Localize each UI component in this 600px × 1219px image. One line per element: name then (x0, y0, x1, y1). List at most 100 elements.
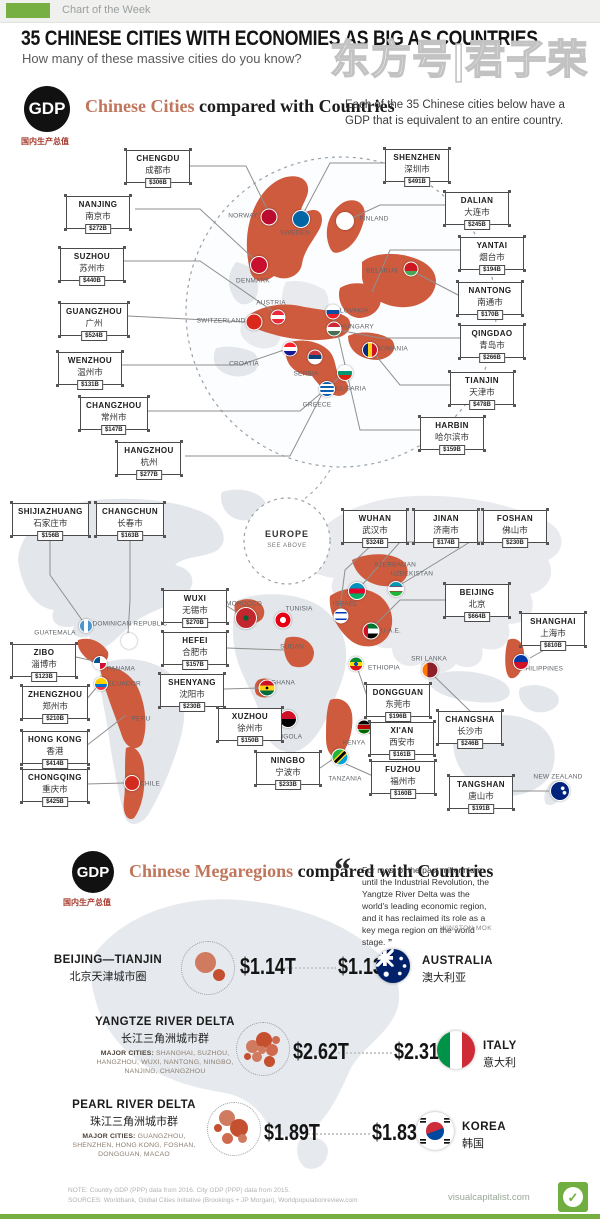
dotted-connector (338, 1052, 392, 1054)
country-label-u-a-e-: U.A.E. (381, 627, 401, 635)
city-chinese-name: 沈阳市 (179, 689, 205, 699)
city-chinese-name: 东莞市 (385, 699, 411, 709)
city-chinese-name: 徐州市 (237, 723, 263, 733)
bottom-green-bar (0, 1214, 600, 1219)
city-name: NANTONG (468, 286, 512, 295)
dotted-connector (308, 1133, 370, 1135)
connector-line (373, 599, 447, 627)
connector-line (135, 208, 255, 260)
city-box-harbin: HARBIN 哈尔滨市 $159B (418, 415, 486, 455)
city-chinese-name: 郑州市 (42, 701, 68, 711)
finland-flag-icon (336, 212, 354, 230)
city-name: JINAN (432, 514, 459, 523)
city-chinese-name: 合肥市 (182, 647, 208, 657)
city-gdp-value: $272B (85, 224, 111, 234)
page-subtitle: How many of these massive cities do you … (22, 51, 302, 66)
city-name: HEFEI (182, 636, 208, 645)
city-name: HONG KONG (28, 735, 82, 744)
israel-flag-icon (333, 608, 349, 624)
country-label-tanzania: TANZANIA (328, 775, 362, 783)
city-name: XI'AN (390, 726, 414, 735)
connector-line (85, 782, 125, 785)
country-label-tunisia: TUNISIA (285, 605, 313, 613)
city-box-qingdao: QINGDAO 青岛市 $266B (458, 323, 526, 363)
city-box-jinan: JINAN 济南市 $174B (412, 508, 480, 548)
city-name: NINGBO (270, 756, 306, 765)
city-box-hefei: HEFEI 合肥市 $157B (161, 630, 229, 670)
city-gdp-value: $230B (179, 702, 205, 712)
city-gdp-value: $491B (404, 177, 430, 187)
city-gdp-value: $246B (457, 739, 483, 749)
city-box-hongkong: HONG KONG 香港 $414B (20, 729, 90, 769)
megaregion-dots-circle (207, 1102, 261, 1156)
city-box-xian: XI'AN 西安市 $161B (368, 720, 436, 760)
guatemala-flag-icon (79, 619, 93, 633)
city-box-shenzhen: SHENZHEN 深圳市 $491B (383, 147, 451, 187)
city-box-changsha: CHANGSHA 长沙市 $246B (436, 709, 504, 749)
city-chinese-name: 佛山市 (502, 525, 528, 535)
country-label-panama: PANAMA (106, 665, 136, 673)
region-city-dot (230, 1119, 248, 1137)
city-chinese-name: 西安市 (389, 737, 415, 747)
gdp-logo-2: GDP (72, 851, 114, 893)
bulgaria-flag-icon (337, 365, 353, 381)
city-chinese-name: 石家庄市 (33, 518, 68, 528)
section1-title-em: Chinese Cities (85, 96, 195, 116)
city-box-chengdu: CHENGDU 成都市 $306B (124, 148, 192, 188)
city-chinese-name: 南通市 (477, 297, 503, 307)
city-name: BEIJING (459, 588, 495, 597)
city-chinese-name: 长春市 (117, 518, 143, 528)
section1-title: Chinese Cities compared with Countries (85, 96, 395, 117)
norway-flag-icon (260, 208, 278, 226)
megaregion-name: PEARL RIVER DELTA (72, 1099, 196, 1111)
dominican-flag-icon (121, 633, 137, 649)
visual-capitalist-logo-mark: ✓ (563, 1187, 583, 1207)
chile-flag-icon (124, 775, 140, 791)
azerbaijan-flag-icon (348, 582, 366, 600)
country-label-azerbaijan: AZERBAIJAN (373, 561, 417, 569)
country-label-greece: GREECE (302, 401, 332, 409)
city-name: GUANGZHOU (66, 307, 123, 316)
city-name: NANJING (78, 200, 118, 209)
switzerland-flag-icon (245, 313, 263, 331)
connector-line (85, 714, 127, 747)
city-name: QINGDAO (471, 329, 513, 338)
city-gdp-value: $131B (77, 380, 103, 390)
megaregion-label-pearl: PEARL RIVER DELTA 珠江三角洲城市群 MAJOR CITIES:… (64, 1099, 204, 1160)
major-cities-label: MAJOR CITIES: (100, 1050, 154, 1057)
page-title: 35 CHINESE CITIES WITH ECONOMIES AS BIG … (21, 27, 538, 50)
hungary-flag-icon (326, 321, 342, 337)
greece-flag-icon (319, 381, 335, 397)
philippines-flag-icon (513, 654, 529, 670)
site-link[interactable]: visualcapitalist.com (448, 1192, 530, 1203)
city-chinese-name: 福州市 (390, 776, 416, 786)
city-box-tianjin: TIANJIN 天津市 $478B (448, 370, 516, 410)
region-city-dot (238, 1134, 247, 1143)
region-city-dot (213, 969, 225, 981)
connector-line (347, 204, 445, 221)
city-gdp-value: $174B (433, 538, 459, 548)
country-label-denmark: DENMARK (236, 277, 270, 285)
ghana-flag-icon (258, 679, 276, 697)
country-label-kenya: KENYA (342, 739, 366, 747)
city-chinese-name: 香港 (46, 746, 64, 756)
connector-line (345, 763, 374, 777)
footer-note-line1: NOTE: Country GDP (PPP) data from 2016. … (68, 1187, 290, 1194)
country-label-angola: ANGOLA (273, 733, 303, 741)
ethiopia-flag-icon (348, 656, 364, 672)
city-name: ZHENGZHOU (28, 690, 83, 699)
megaregion-dots-circle (236, 1022, 290, 1076)
city-chinese-name: 哈尔滨市 (434, 432, 469, 442)
morocco-flag-icon (235, 607, 257, 629)
city-gdp-value: $191B (468, 804, 494, 814)
city-box-wuxi: WUXI 无锡市 $270B (161, 588, 229, 628)
tanzania-flag-icon (331, 748, 349, 766)
city-chinese-name: 杭州 (140, 457, 158, 467)
footer-note: NOTE: Country GDP (PPP) data from 2016. … (68, 1186, 358, 1206)
region-city-dot (246, 1040, 259, 1053)
country-chinese: 意大利 (483, 1057, 516, 1069)
megaregion-major-cities: MAJOR CITIES: SHANGHAI, SUZHOU, HANGZHOU… (95, 1049, 235, 1077)
city-gdp-value: $150B (237, 736, 263, 746)
connector-line (122, 349, 285, 366)
